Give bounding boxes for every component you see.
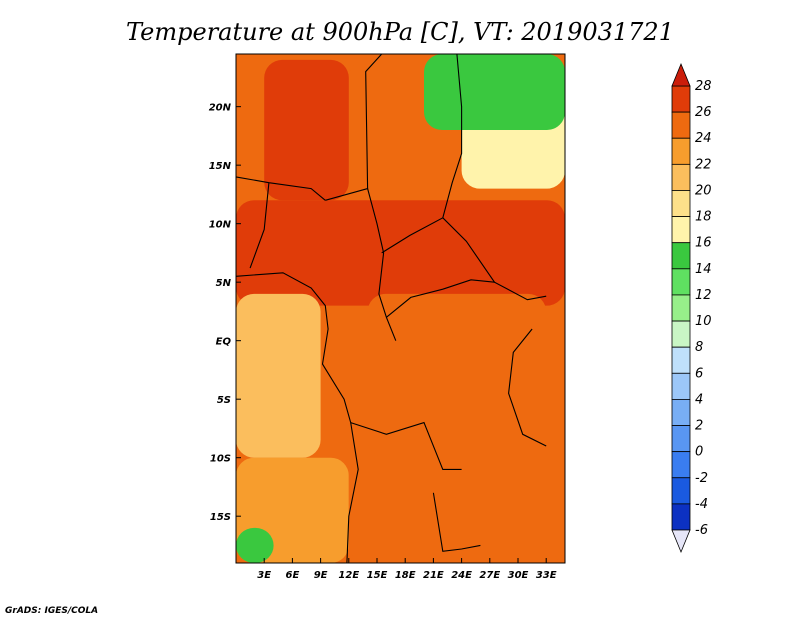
map-region-1 — [264, 59, 349, 201]
x-tick-label: 24E — [451, 570, 472, 581]
colorbar-tick-label: -2 — [695, 471, 708, 486]
colorbar-band — [671, 372, 691, 400]
x-tick-label: 33E — [536, 570, 557, 581]
colorbar-band — [671, 294, 691, 322]
colorbar-band — [671, 111, 691, 139]
colorbar-tick-label: 0 — [695, 445, 703, 460]
colorbar-band — [671, 268, 691, 296]
border-line-8 — [432, 492, 481, 552]
colorbar-tick-label: 28 — [695, 79, 712, 94]
y-tick-label: 5N — [216, 278, 232, 289]
x-tick-label: 15E — [367, 570, 388, 581]
colorbar-tick-label: 26 — [695, 105, 712, 120]
credit-label: GrADS: IGES/COLA — [5, 606, 98, 616]
y-axis-ticks: 20N 15N 10N 5N EQ 5S 10S 15S — [209, 103, 241, 523]
x-tick-label: 27E — [479, 570, 500, 581]
colorbar-band — [671, 216, 691, 244]
colorbar — [671, 62, 691, 554]
colorbar-band — [671, 190, 691, 217]
colorbar-tick-label: 24 — [695, 131, 712, 146]
colorbar-tick-label: 22 — [695, 157, 712, 172]
x-tick-label: 21E — [423, 570, 444, 581]
map-region-5 — [236, 293, 321, 458]
colorbar-band — [671, 163, 691, 191]
x-tick-label: 6E — [286, 570, 300, 581]
map-frame — [235, 53, 566, 564]
colorbar-tick-label: 12 — [695, 288, 712, 303]
country-borders — [235, 53, 547, 564]
border-line-5 — [386, 279, 495, 318]
map-region-9 — [236, 527, 274, 563]
border-line-6 — [508, 328, 547, 447]
colorbar-tick-label: 6 — [695, 366, 703, 381]
map-field — [236, 54, 565, 563]
colorbar-band — [671, 425, 691, 453]
colorbar-band — [671, 242, 691, 270]
colorbar-tick-label: 16 — [695, 236, 712, 251]
border-line-2 — [365, 53, 383, 189]
colorbar-band — [671, 137, 691, 165]
x-tick-label: 3E — [257, 570, 271, 581]
colorbar-band — [671, 346, 691, 374]
chart-title: Temperature at 900hPa [C], VT: 201903172… — [126, 18, 674, 46]
colorbar-tick-label: 14 — [695, 262, 712, 277]
border-line-10 — [249, 182, 270, 269]
colorbar-tick-label: -6 — [695, 523, 708, 538]
map-region-0 — [348, 59, 443, 201]
x-tick-label: 9E — [314, 570, 328, 581]
colorbar-tick-label: -4 — [695, 497, 708, 512]
x-tick-label: 18E — [395, 570, 416, 581]
colorbar-tick-label: 20 — [695, 183, 712, 198]
x-tick-label: 12E — [338, 570, 359, 581]
map-region-8 — [348, 457, 565, 563]
border-line-7 — [350, 421, 462, 470]
colorbar-band — [671, 85, 691, 113]
colorbar-tick-label: 10 — [695, 314, 712, 329]
colorbar-tick-label: 18 — [695, 210, 712, 225]
colorbar-min-arrow — [671, 529, 691, 554]
y-tick-label: 10N — [209, 220, 232, 231]
colorbar-band — [671, 451, 691, 479]
border-line-4 — [381, 217, 444, 254]
border-line-9 — [235, 176, 326, 201]
y-tick-label: 15N — [209, 161, 232, 172]
map-region-3 — [424, 54, 565, 131]
colorbar-max-arrow — [671, 62, 691, 87]
colorbar-band — [671, 477, 691, 505]
colorbar-tick-label: 8 — [695, 340, 703, 355]
x-axis-ticks: 3E 6E 9E 12E 15E 18E 21E 24E 27E 30E 33E — [257, 558, 557, 581]
y-tick-label: EQ — [216, 337, 232, 348]
y-tick-label: 15S — [210, 512, 231, 523]
colorbar-band — [671, 399, 691, 426]
x-tick-label: 30E — [508, 570, 529, 581]
colorbar-band — [671, 503, 691, 531]
border-line-0 — [235, 272, 359, 564]
colorbar-tick-label: 2 — [695, 419, 703, 434]
map-region-4 — [236, 200, 565, 306]
y-tick-label: 10S — [210, 454, 231, 465]
colorbar-tick-label: 4 — [695, 392, 703, 407]
map-region-6 — [367, 293, 547, 458]
colorbar-band — [671, 320, 691, 348]
y-tick-label: 20N — [209, 103, 232, 114]
y-tick-label: 5S — [217, 395, 231, 406]
